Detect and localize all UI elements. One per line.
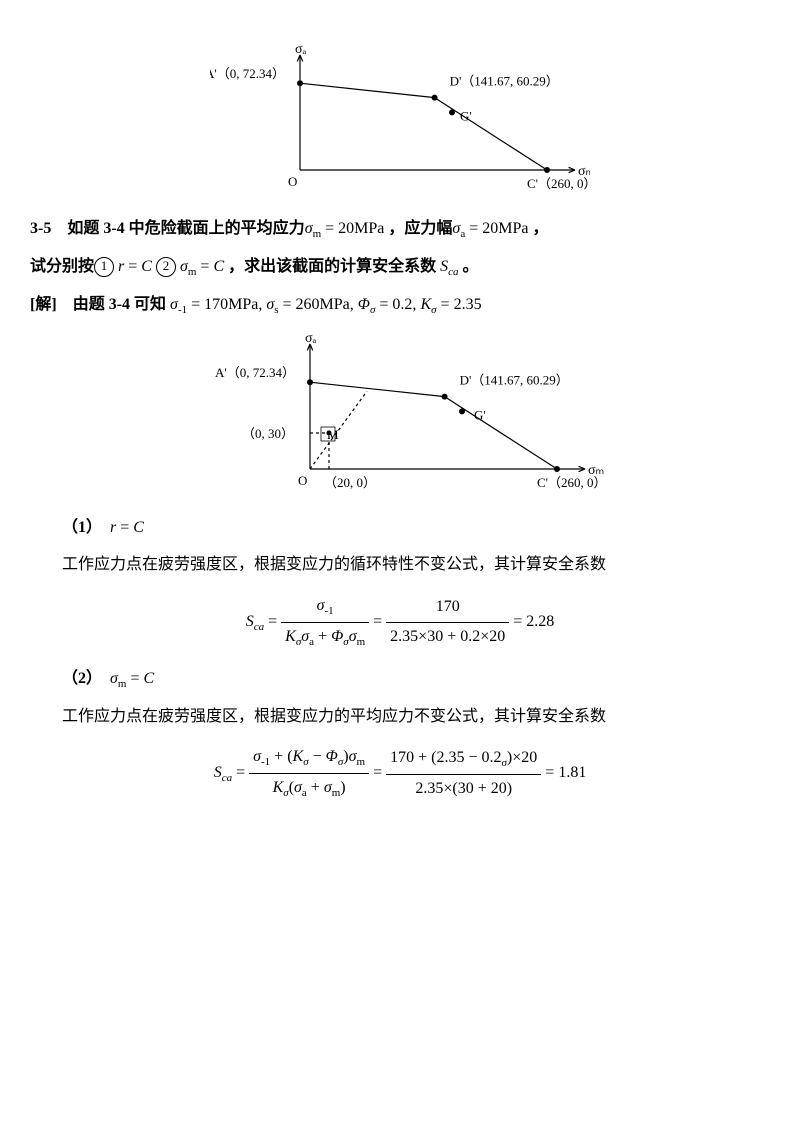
circle-2: 2 <box>156 257 176 277</box>
part2-text: 工作应力点在疲劳强度区，根据变应力的平均应力不变公式，其计算安全系数 <box>30 703 770 732</box>
chart-2: σₐσₘOA'（0, 72.34）D'（141.67, 60.29）G'C'（2… <box>190 329 610 499</box>
part1-text: 工作应力点在疲劳强度区，根据变应力的循环特性不变公式，其计算安全系数 <box>30 551 770 580</box>
svg-text:G': G' <box>460 108 472 123</box>
svg-text:C'（260, 0）: C'（260, 0） <box>527 176 590 191</box>
svg-text:G': G' <box>474 407 486 422</box>
formula-2: Sca = σ-1 + (Kσ − Φσ)σmKσ(σa + σm) = 170… <box>30 743 770 804</box>
svg-text:M: M <box>327 427 339 442</box>
svg-text:A'（0, 72.34）: A'（0, 72.34） <box>215 365 295 380</box>
formula-1: Sca = σ-1Kσσa + Φσσm = 1702.35×30 + 0.2×… <box>30 592 770 653</box>
svg-text:O: O <box>298 473 307 488</box>
question: 3-5 如题 3-4 中危险截面上的平均应力σm = 20MPa ，应力幅σa … <box>30 215 770 245</box>
chart-1: σₐσₘOA'（0, 72.34）D'（141.67, 60.29）G'C'（2… <box>210 40 590 200</box>
svg-text:σₐ: σₐ <box>305 331 317 346</box>
svg-text:O: O <box>288 174 297 189</box>
svg-text:D'（141.67, 60.29）: D'（141.67, 60.29） <box>460 373 569 388</box>
svg-text:（20, 0）: （20, 0） <box>324 475 376 490</box>
circle-1: 1 <box>94 257 114 277</box>
svg-text:（0, 30）: （0, 30） <box>242 426 294 441</box>
svg-text:D'（141.67, 60.29）: D'（141.67, 60.29） <box>450 74 559 89</box>
solution-head: [解] 由题 3-4 可知 σ-1 = 170MPa, σs = 260MPa,… <box>30 291 770 321</box>
part2-head: （2） σm = C <box>30 665 770 695</box>
part1-head: （1） r = C <box>30 514 770 543</box>
question-cont: 试分别按1 r = C 2 σm = C ，求出该截面的计算安全系数 Sca 。 <box>30 253 770 283</box>
svg-text:A'（0, 72.34）: A'（0, 72.34） <box>210 66 285 81</box>
svg-text:C'（260, 0）: C'（260, 0） <box>537 475 607 490</box>
svg-text:σₐ: σₐ <box>295 42 307 57</box>
